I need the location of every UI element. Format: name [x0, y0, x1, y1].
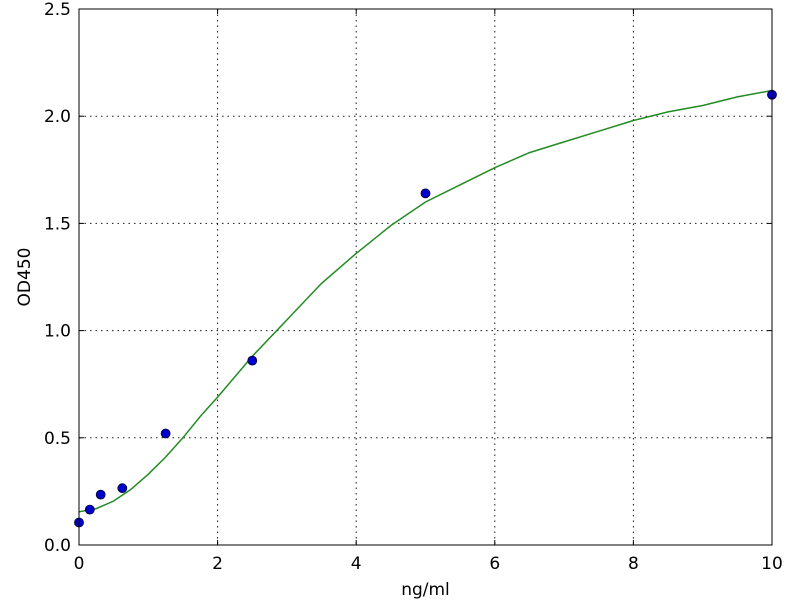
y-axis-label: OD450 [15, 248, 35, 307]
data-point [160, 428, 171, 439]
y-tick-label: 2.0 [44, 107, 71, 127]
plot-frame [78, 8, 773, 546]
y-tick-label: 2.5 [44, 0, 71, 20]
y-tick-label: 0.5 [44, 429, 71, 449]
x-axis-label: ng/ml [401, 580, 450, 600]
data-point [95, 489, 106, 500]
data-point [117, 483, 128, 494]
x-tick-labels: 0 2 4 6 8 10 [74, 554, 783, 574]
x-tick-label: 6 [489, 554, 500, 574]
data-points-layer [74, 89, 777, 528]
x-tick-label: 10 [761, 554, 783, 574]
x-tick-label: 2 [212, 554, 223, 574]
y-tick-label: 0.0 [44, 536, 71, 556]
fit-curve-layer [78, 89, 773, 513]
x-tick-label: 4 [351, 554, 362, 574]
axis-ticks [78, 8, 773, 546]
y-tick-labels: 0.0 0.5 1.0 1.5 2.0 2.5 [44, 0, 71, 556]
grid-lines [79, 9, 772, 545]
data-point [420, 188, 431, 199]
x-tick-label: 0 [74, 554, 85, 574]
y-tick-label: 1.5 [44, 214, 71, 234]
fit-curve-line [78, 89, 773, 513]
data-point [247, 355, 258, 366]
y-tick-label: 1.0 [44, 322, 71, 342]
data-point [84, 504, 95, 515]
x-tick-label: 8 [628, 554, 639, 574]
